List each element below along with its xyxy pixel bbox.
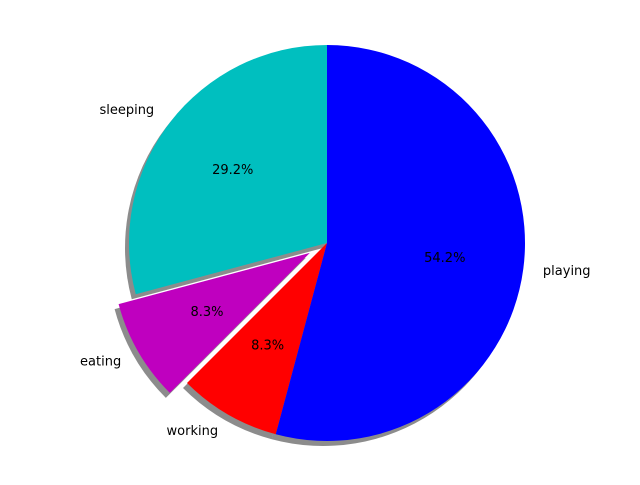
pct-label-working: 8.3% — [251, 338, 284, 353]
pie-slice-working — [186, 243, 327, 435]
slice-label-sleeping: sleeping — [99, 103, 154, 118]
pie-slice-sleeping — [128, 45, 327, 295]
pie-slice-playing — [275, 45, 525, 441]
pie-slice-eating — [118, 252, 310, 393]
slice-label-working: working — [167, 424, 219, 439]
pct-label-sleeping: 29.2% — [212, 163, 253, 178]
slice-label-playing: playing — [543, 264, 591, 279]
label-layer: 29.2% sleeping 8.3% eating 8.3% working 54.2% p… — [80, 103, 591, 439]
pct-label-playing: 54.2% — [424, 251, 465, 266]
slice-label-eating: eating — [80, 354, 121, 369]
wedge-layer — [118, 45, 525, 441]
pct-label-eating: 8.3% — [190, 305, 223, 320]
